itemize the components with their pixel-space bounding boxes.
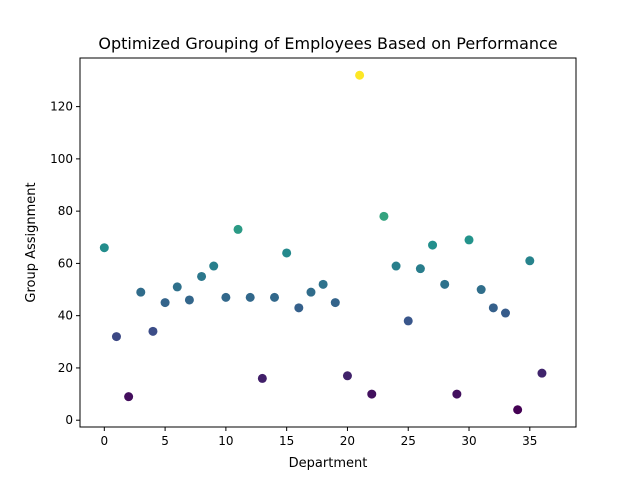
plot-frame bbox=[79, 57, 577, 428]
data-point bbox=[282, 248, 292, 258]
data-point bbox=[136, 287, 146, 297]
points-layer bbox=[99, 70, 547, 415]
data-point bbox=[367, 389, 377, 399]
data-point bbox=[537, 368, 547, 378]
data-point bbox=[172, 282, 182, 292]
y-tick-label: 0 bbox=[65, 413, 73, 427]
y-tick-label: 20 bbox=[58, 361, 73, 375]
data-point bbox=[221, 292, 231, 302]
y-tick-label: 120 bbox=[50, 100, 73, 114]
data-point bbox=[257, 373, 267, 383]
data-point bbox=[184, 295, 194, 305]
x-tick-label: 30 bbox=[461, 434, 476, 448]
data-point bbox=[124, 392, 134, 402]
data-point bbox=[330, 298, 340, 308]
data-point bbox=[464, 235, 474, 245]
data-point bbox=[476, 285, 486, 295]
data-point bbox=[294, 303, 304, 313]
data-point bbox=[111, 332, 121, 342]
data-point bbox=[99, 243, 109, 253]
data-point bbox=[440, 279, 450, 289]
y-tick-label: 60 bbox=[58, 256, 73, 270]
data-point bbox=[403, 316, 413, 326]
data-point bbox=[209, 261, 219, 271]
chart-title: Optimized Grouping of Employees Based on… bbox=[98, 34, 557, 53]
y-tick-label: 80 bbox=[58, 204, 73, 218]
data-point bbox=[428, 240, 438, 250]
data-point bbox=[306, 287, 316, 297]
data-point bbox=[488, 303, 498, 313]
x-tick-label: 25 bbox=[401, 434, 416, 448]
ticks-layer: 0 5 10 15 20 25 30 35 0 20 40 60 80 100 120 bbox=[50, 100, 537, 448]
data-point bbox=[342, 371, 352, 381]
x-tick-label: 10 bbox=[218, 434, 233, 448]
data-point bbox=[355, 70, 365, 80]
x-tick-label: 0 bbox=[100, 434, 108, 448]
x-tick-label: 35 bbox=[522, 434, 537, 448]
x-tick-label: 5 bbox=[161, 434, 169, 448]
x-tick-label: 15 bbox=[279, 434, 294, 448]
x-tick-label: 20 bbox=[340, 434, 355, 448]
data-point bbox=[270, 292, 280, 302]
data-point bbox=[197, 271, 207, 281]
data-point bbox=[233, 224, 243, 234]
data-point bbox=[500, 308, 510, 318]
data-point bbox=[415, 264, 425, 274]
data-point bbox=[379, 211, 389, 221]
data-point bbox=[391, 261, 401, 271]
x-axis-title: Department bbox=[289, 456, 368, 471]
y-tick-label: 40 bbox=[58, 309, 73, 323]
data-point bbox=[245, 292, 255, 302]
data-point bbox=[318, 279, 328, 289]
y-axis-title: Group Assignment bbox=[24, 182, 39, 302]
y-tick-label: 100 bbox=[50, 152, 73, 166]
data-point bbox=[525, 256, 535, 266]
data-point bbox=[160, 298, 170, 308]
data-point bbox=[452, 389, 462, 399]
data-point bbox=[148, 326, 158, 336]
data-point bbox=[513, 405, 523, 415]
